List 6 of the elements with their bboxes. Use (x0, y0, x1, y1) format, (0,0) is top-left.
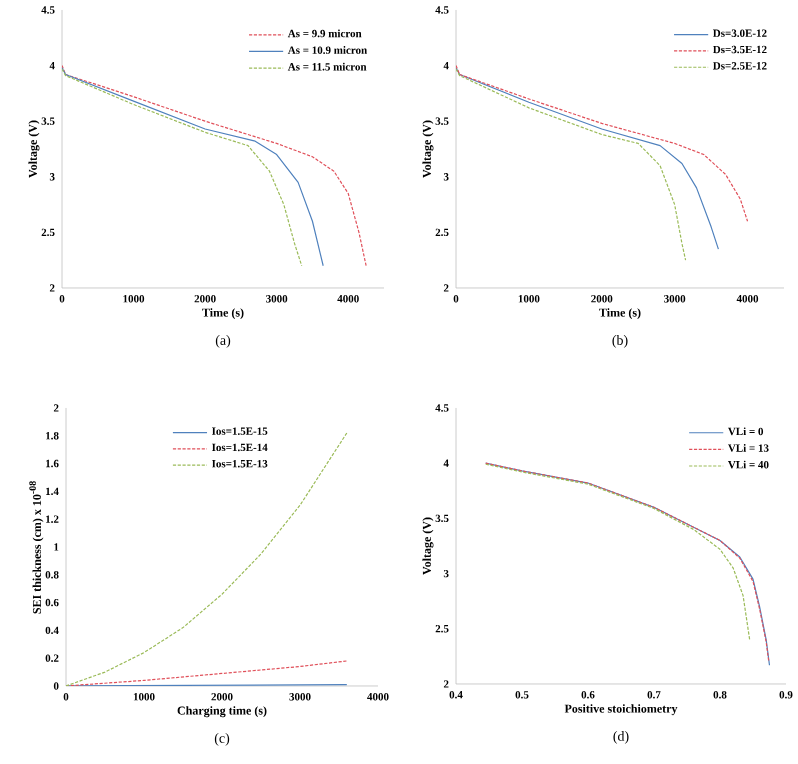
line-series (62, 64, 367, 267)
line-series (66, 660, 348, 686)
line-series (66, 432, 348, 686)
line-series (485, 463, 751, 641)
line-series (456, 68, 687, 261)
line-series (456, 67, 719, 250)
